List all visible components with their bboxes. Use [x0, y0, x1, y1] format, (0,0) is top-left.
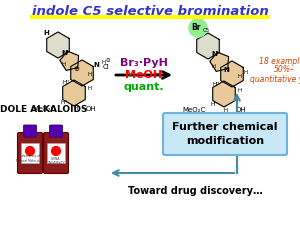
Text: N: N: [61, 50, 67, 56]
Text: Toward drug discovery…: Toward drug discovery…: [128, 186, 262, 196]
Text: C5: C5: [202, 27, 210, 32]
Polygon shape: [71, 60, 93, 86]
Text: Further chemical
modification: Further chemical modification: [172, 122, 278, 146]
FancyBboxPatch shape: [17, 133, 43, 174]
Text: H: H: [238, 73, 242, 79]
Text: H: H: [224, 107, 228, 113]
Text: Br: Br: [191, 23, 201, 31]
Text: H: H: [88, 86, 92, 92]
Polygon shape: [213, 81, 235, 107]
Text: Cl: Cl: [103, 64, 110, 70]
Text: N: N: [223, 67, 229, 73]
Polygon shape: [60, 51, 79, 70]
Polygon shape: [197, 33, 219, 59]
FancyBboxPatch shape: [44, 133, 68, 174]
Text: H: H: [43, 30, 49, 36]
Text: MeO₂C: MeO₂C: [33, 106, 56, 112]
Polygon shape: [221, 61, 243, 87]
Polygon shape: [47, 32, 69, 58]
Text: MeO₂C: MeO₂C: [183, 107, 206, 113]
Text: OH: OH: [236, 107, 247, 113]
Text: H'': H'': [212, 82, 220, 86]
FancyBboxPatch shape: [47, 143, 65, 163]
Text: MeOH: MeOH: [125, 70, 163, 80]
Text: H: H: [238, 88, 242, 93]
Text: quantitative yield: quantitative yield: [250, 75, 300, 83]
Circle shape: [52, 147, 60, 155]
FancyBboxPatch shape: [23, 125, 37, 137]
Text: OH: OH: [86, 106, 97, 112]
Text: H: H: [62, 62, 66, 68]
FancyBboxPatch shape: [21, 143, 39, 163]
Text: H: H: [244, 69, 248, 75]
Circle shape: [189, 19, 207, 37]
Text: H: H: [88, 72, 92, 78]
Text: H: H: [102, 61, 106, 65]
Text: INDOLE ALKALOIDS: INDOLE ALKALOIDS: [0, 106, 87, 114]
FancyBboxPatch shape: [163, 113, 287, 155]
Text: H: H: [212, 64, 216, 69]
Text: Br₃·PyH: Br₃·PyH: [120, 58, 168, 68]
Text: H'': H'': [210, 102, 218, 106]
Text: quant.: quant.: [124, 82, 164, 92]
Text: 50%–: 50%–: [274, 65, 294, 75]
Text: CHINA
UNIVERSITY: CHINA UNIVERSITY: [47, 157, 65, 165]
Text: ⊖: ⊖: [106, 58, 110, 64]
Text: N: N: [211, 51, 217, 57]
Circle shape: [26, 147, 34, 155]
Text: N: N: [93, 62, 99, 68]
Polygon shape: [63, 80, 85, 106]
Text: Laboratory of
Natural Molecules
Chemistry: Laboratory of Natural Molecules Chemistr…: [16, 154, 44, 168]
FancyBboxPatch shape: [50, 125, 62, 137]
Text: 18 examples: 18 examples: [260, 56, 300, 65]
Polygon shape: [210, 52, 229, 72]
Text: H'': H'': [60, 100, 68, 106]
Text: ⊕: ⊕: [73, 66, 79, 72]
Text: H'': H'': [62, 80, 70, 86]
Text: H: H: [74, 106, 78, 112]
Text: indole C5 selective bromination: indole C5 selective bromination: [32, 5, 268, 18]
